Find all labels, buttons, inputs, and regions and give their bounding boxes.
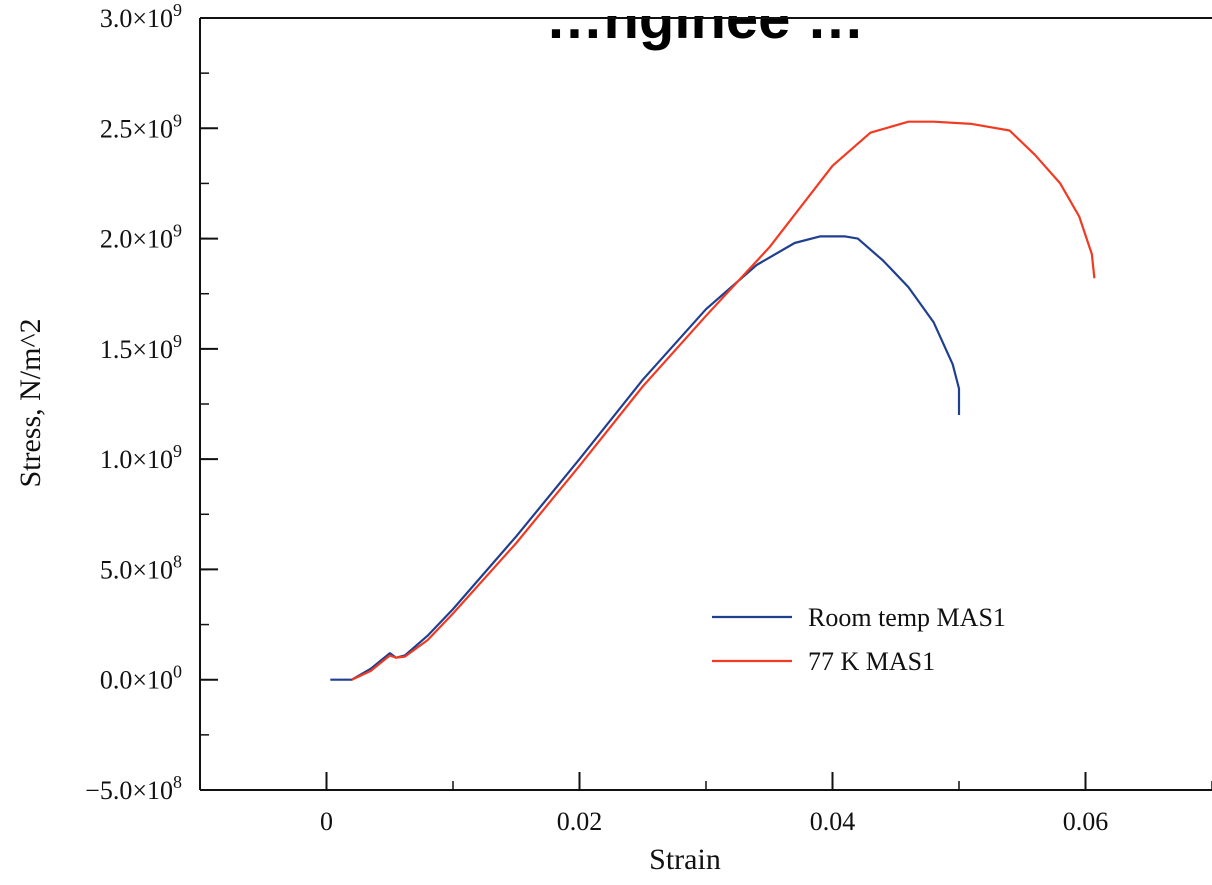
- y-axis-ticks: −5.0×108 0.0×100 5.0×108 1.0×109 1.5×109 2.0×…: [85, 0, 218, 805]
- x-tick-label: 0.04: [810, 807, 856, 836]
- legend-label-1: 77 K MAS1: [808, 647, 935, 676]
- series-layer: [330, 120, 1096, 681]
- y-tick-label: 0.0×100: [100, 662, 182, 695]
- x-axis-ticks: 0 0.02 0.04 0.06: [320, 772, 1212, 836]
- x-tick-label: 0.06: [1063, 807, 1109, 836]
- y-tick-label: 2.5×109: [100, 110, 182, 143]
- legend: Room temp MAS1 77 K MAS1: [712, 603, 1006, 676]
- y-axis-label: Stress, N/m^2: [14, 318, 47, 487]
- y-tick-label: 5.0×108: [100, 551, 182, 584]
- x-tick-label: 0.02: [557, 807, 603, 836]
- y-tick-label: −5.0×108: [85, 772, 182, 805]
- x-tick-label: 0: [320, 807, 333, 836]
- y-tick-label: 3.0×109: [100, 0, 182, 33]
- legend-label-0: Room temp MAS1: [808, 603, 1006, 632]
- y-tick-label: 2.0×109: [100, 221, 182, 254]
- series-line-1: [351, 120, 1096, 681]
- y-tick-label: 1.5×109: [100, 331, 182, 364]
- plot-frame: [199, 17, 1212, 791]
- x-axis-label: Strain: [649, 843, 721, 876]
- y-tick-label: 1.0×109: [100, 441, 182, 474]
